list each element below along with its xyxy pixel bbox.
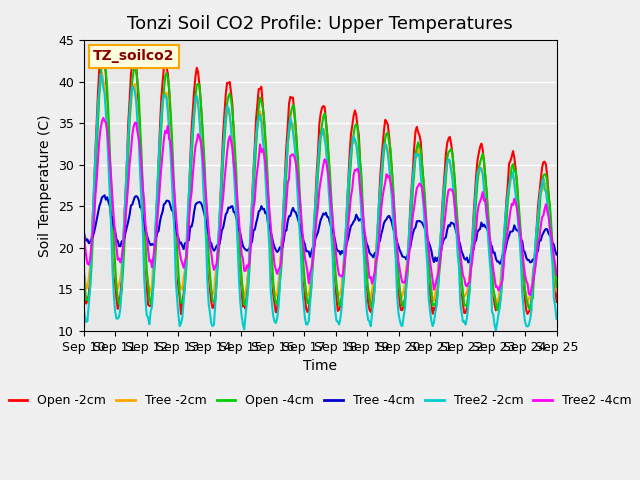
Open -2cm	[247, 226, 255, 231]
Open -2cm	[223, 80, 231, 86]
Text: TZ_soilco2: TZ_soilco2	[93, 49, 175, 63]
Open -4cm	[529, 296, 536, 301]
Tree -4cm	[288, 208, 296, 214]
Tree2 -2cm	[222, 111, 230, 117]
Open -4cm	[99, 54, 107, 60]
Open -2cm	[553, 299, 561, 305]
Tree -2cm	[98, 70, 106, 76]
Open -4cm	[493, 307, 501, 313]
X-axis label: Time: Time	[303, 359, 337, 373]
Tree2 -4cm	[288, 152, 296, 157]
Tree -4cm	[100, 192, 108, 198]
Tree -4cm	[79, 228, 87, 234]
Tree -2cm	[524, 301, 531, 307]
Open -4cm	[553, 284, 561, 290]
Line: Tree -2cm: Tree -2cm	[83, 73, 557, 304]
Line: Tree2 -2cm: Tree2 -2cm	[83, 74, 557, 331]
Line: Tree -4cm: Tree -4cm	[83, 195, 557, 264]
Line: Open -4cm: Open -4cm	[83, 57, 557, 310]
Tree2 -2cm	[79, 304, 87, 310]
Tree -2cm	[238, 278, 246, 284]
Tree -4cm	[139, 216, 147, 221]
Open -2cm	[79, 276, 87, 282]
Tree2 -4cm	[139, 185, 147, 191]
Tree2 -2cm	[97, 71, 104, 77]
Legend: Open -2cm, Tree -2cm, Open -4cm, Tree -4cm, Tree2 -2cm, Tree2 -4cm: Open -2cm, Tree -2cm, Open -4cm, Tree -4…	[3, 389, 637, 412]
Line: Open -2cm: Open -2cm	[83, 48, 557, 314]
Title: Tonzi Soil CO2 Profile: Upper Temperatures: Tonzi Soil CO2 Profile: Upper Temperatur…	[127, 15, 513, 33]
Tree -4cm	[238, 238, 246, 243]
Tree -2cm	[79, 264, 87, 270]
Tree -2cm	[222, 119, 230, 125]
Tree2 -2cm	[238, 313, 246, 319]
Open -2cm	[529, 279, 536, 285]
Tree2 -2cm	[139, 226, 147, 231]
Open -4cm	[246, 266, 253, 272]
Open -4cm	[79, 259, 87, 264]
Tree2 -2cm	[246, 246, 253, 252]
Y-axis label: Soil Temperature (C): Soil Temperature (C)	[38, 114, 52, 257]
Tree2 -2cm	[288, 120, 296, 126]
Tree -2cm	[529, 271, 536, 277]
Tree -2cm	[246, 248, 253, 254]
Tree -4cm	[496, 261, 504, 266]
Tree2 -4cm	[238, 252, 246, 257]
Tree2 -2cm	[492, 328, 500, 334]
Line: Tree2 -4cm: Tree2 -4cm	[83, 118, 557, 295]
Tree -2cm	[139, 204, 147, 210]
Open -2cm	[139, 204, 147, 210]
Open -4cm	[222, 116, 230, 122]
Open -4cm	[139, 184, 147, 190]
Tree -2cm	[288, 120, 296, 125]
Tree2 -4cm	[79, 222, 87, 228]
Tree2 -2cm	[553, 316, 561, 322]
Open -4cm	[288, 106, 296, 112]
Tree2 -4cm	[246, 260, 253, 265]
Open -4cm	[238, 275, 246, 281]
Tree -4cm	[246, 245, 253, 251]
Tree -2cm	[553, 288, 561, 294]
Tree -4cm	[222, 211, 230, 217]
Tree2 -2cm	[529, 274, 536, 280]
Tree2 -4cm	[529, 281, 536, 287]
Tree2 -4cm	[526, 292, 534, 298]
Open -2cm	[177, 311, 185, 317]
Tree2 -4cm	[553, 272, 561, 278]
Open -2cm	[239, 304, 247, 310]
Tree2 -4cm	[222, 164, 230, 169]
Open -2cm	[289, 95, 297, 100]
Open -2cm	[99, 46, 107, 51]
Tree -4cm	[553, 252, 561, 257]
Tree -4cm	[529, 257, 536, 263]
Tree2 -4cm	[99, 115, 107, 121]
